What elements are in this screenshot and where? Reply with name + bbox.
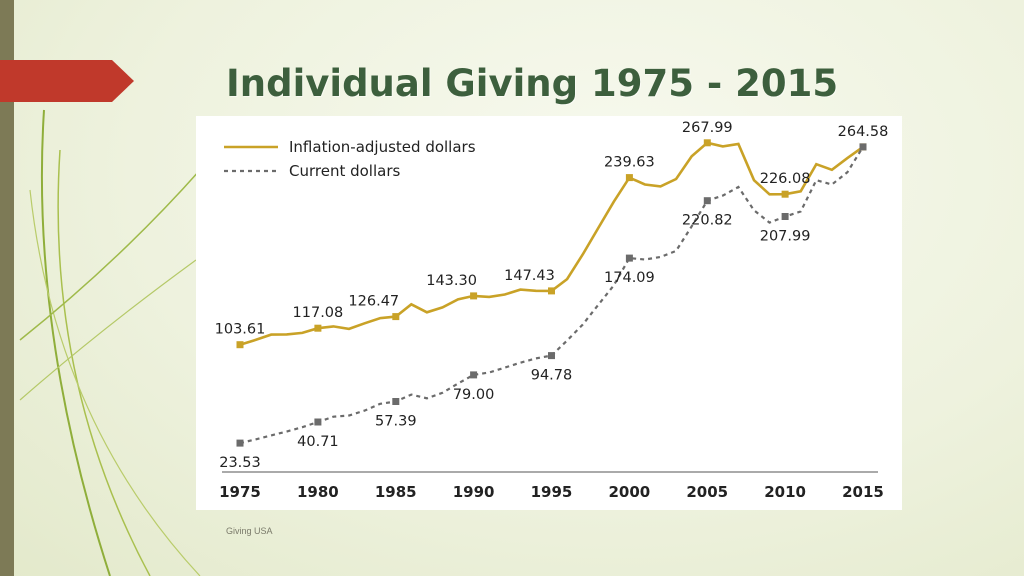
data-point-marker-current-1990 <box>470 371 478 379</box>
data-point-marker-current-1975 <box>236 439 244 447</box>
data-label-adjusted-1980: 117.08 <box>293 305 344 321</box>
chart-panel: 1975 1980 1985 1990 1995 2000 2005 2010 2015 103.… <box>196 116 902 510</box>
left-sidebar-bar <box>0 0 14 576</box>
data-point-marker-current-1985 <box>392 398 400 405</box>
data-label-current-2005: 220.82 <box>682 213 733 229</box>
x-tick-label-1990: 1990 <box>453 483 495 501</box>
series-line-current-dollars <box>239 146 864 445</box>
legend-label-inflation-adjusted: Inflation-adjusted dollars <box>289 138 476 156</box>
data-label-adjusted-1985: 126.47 <box>348 294 399 310</box>
data-label-current-2010: 207.99 <box>760 229 811 245</box>
data-point-marker-adjusted-2005 <box>703 139 711 147</box>
data-label-adjusted-2015: 264.58 <box>838 124 889 140</box>
data-label-adjusted-2010: 226.08 <box>760 171 811 187</box>
data-label-current-1975: 23.53 <box>219 455 261 471</box>
data-point-marker-current-1995 <box>548 352 555 360</box>
decorative-curves <box>19 109 201 576</box>
data-label-adjusted-2005: 267.99 <box>682 120 733 136</box>
data-point-marker-adjusted-1990 <box>470 292 478 300</box>
data-point-marker-adjusted-1980 <box>314 324 322 332</box>
x-tick-label-1985: 1985 <box>375 483 417 501</box>
x-tick-label-1975: 1975 <box>219 483 261 501</box>
data-point-marker-current-2000 <box>625 254 633 262</box>
data-label-adjusted-2000: 239.63 <box>604 155 655 171</box>
x-tick-label-2000: 2000 <box>609 483 651 501</box>
x-tick-label-1995: 1995 <box>531 483 573 501</box>
data-label-current-1995: 94.78 <box>531 368 573 384</box>
data-label-current-2000: 174.09 <box>604 270 655 286</box>
data-point-marker-current-1980 <box>314 418 322 426</box>
x-tick-label-2010: 2010 <box>764 483 806 501</box>
data-label-adjusted-1975: 103.61 <box>215 322 266 338</box>
x-tick-label-2015: 2015 <box>842 483 884 501</box>
data-label-current-1985: 57.39 <box>375 414 417 430</box>
data-point-marker-adjusted-1975 <box>236 341 244 349</box>
title-accent-arrow <box>0 60 134 102</box>
data-label-adjusted-1995: 147.43 <box>504 268 555 284</box>
data-point-marker-current-2015 <box>859 143 867 151</box>
data-label-current-1980: 40.71 <box>297 434 339 450</box>
data-point-marker-adjusted-2010 <box>781 190 789 198</box>
data-point-marker-adjusted-1985 <box>392 313 400 321</box>
x-tick-label-2005: 2005 <box>686 483 728 501</box>
data-point-marker-adjusted-2000 <box>625 174 633 182</box>
data-point-marker-adjusted-1995 <box>548 287 555 295</box>
data-point-marker-current-2005 <box>703 197 711 205</box>
slide-title: Individual Giving 1975 - 2015 <box>226 62 839 105</box>
data-label-current-1990: 79.00 <box>453 387 495 403</box>
source-note: Giving USA <box>226 526 273 536</box>
data-label-adjusted-1990: 143.30 <box>426 273 477 289</box>
data-point-marker-current-2010 <box>781 213 789 220</box>
x-tick-label-1980: 1980 <box>297 483 339 501</box>
line-chart: 1975 1980 1985 1990 1995 2000 2005 2010 2015 103.… <box>215 120 889 501</box>
legend-label-current-dollars: Current dollars <box>289 162 400 180</box>
